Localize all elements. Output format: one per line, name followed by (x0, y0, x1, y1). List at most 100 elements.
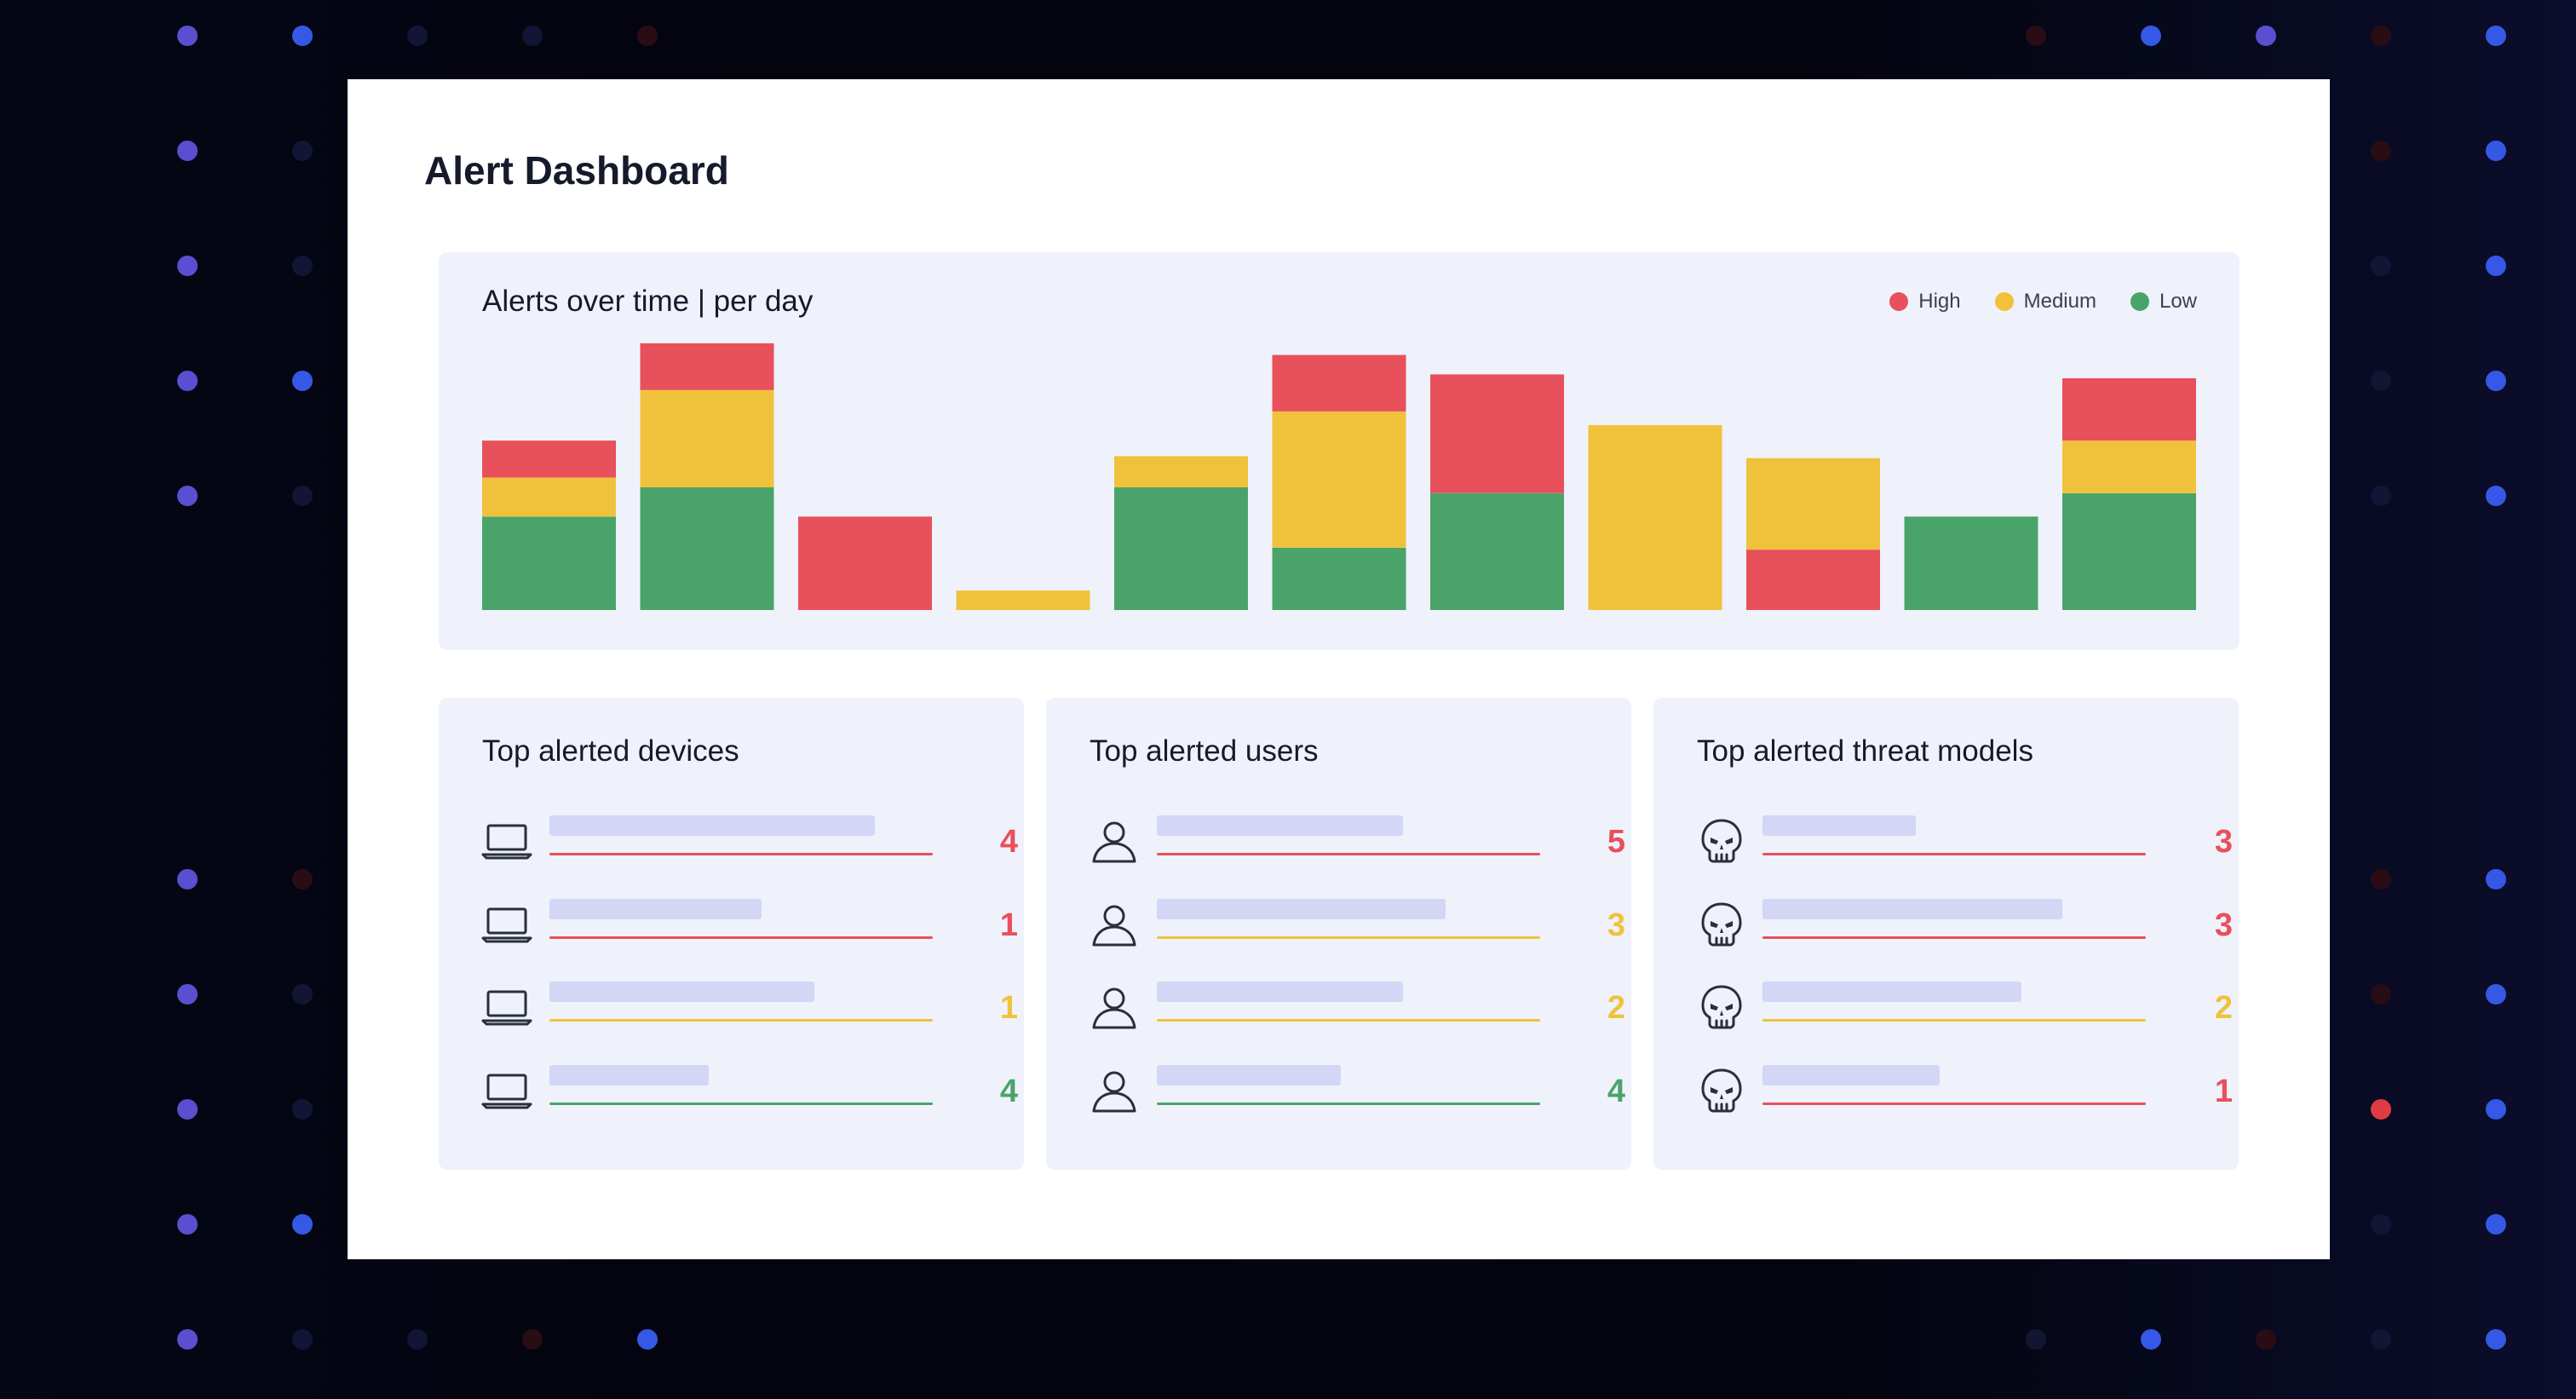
background-dot (2486, 869, 2506, 889)
background-dot (2141, 26, 2161, 46)
bar-segment-medium-day-11 (2062, 440, 2196, 493)
background-dot (637, 1329, 658, 1350)
chart-legend: High Medium Low (1889, 290, 2197, 314)
skull-icon (1696, 899, 1747, 950)
background-dot (2486, 984, 2506, 1005)
background-dot (2486, 1099, 2506, 1120)
legend-label-low: Low (2159, 290, 2197, 313)
background-dot (407, 1329, 428, 1350)
severity-underline (549, 853, 933, 855)
users-list-item[interactable]: 2 (1046, 982, 1631, 1041)
redacted-name-bar (549, 982, 814, 1002)
legend-swatch-medium (1994, 292, 2014, 311)
background-dot (407, 26, 428, 46)
page-title: Alert Dashboard (424, 148, 729, 193)
users-list-item[interactable]: 3 (1046, 899, 1631, 959)
devices-list-item[interactable]: 4 (439, 1065, 1024, 1125)
legend-swatch-low (2130, 292, 2149, 311)
alert-count: 5 (1607, 824, 1625, 860)
background-dot (2486, 486, 2506, 506)
bar-segment-high-day-11 (2062, 378, 2196, 441)
threat-models-panel-title: Top alerted threat models (1697, 734, 2033, 768)
legend-label-high: High (1918, 290, 1961, 313)
background-dot (2486, 26, 2506, 46)
bar-segment-medium-day-2 (640, 389, 774, 487)
bar-segment-medium-day-4 (956, 590, 1090, 610)
alerts-chart-panel: Alerts over time | per day High Medium L… (439, 252, 2240, 650)
background-dot (177, 26, 198, 46)
bar-segment-low-day-6 (1272, 547, 1406, 610)
threat-models-list-item[interactable]: 1 (1653, 1065, 2239, 1125)
alert-count: 4 (999, 824, 1018, 860)
devices-list-item[interactable]: 1 (439, 899, 1024, 959)
bar-segment-medium-day-6 (1272, 411, 1406, 548)
background-dot (2026, 1329, 2046, 1350)
threat-models-list-item[interactable]: 3 (1653, 815, 2239, 875)
background-dot (292, 486, 313, 506)
bar-segment-high-day-2 (640, 343, 774, 390)
bar-segment-high-day-1 (482, 440, 616, 478)
background-dot (292, 256, 313, 276)
redacted-name-bar (549, 899, 762, 919)
laptop-icon (481, 982, 532, 1033)
alert-count: 1 (999, 990, 1018, 1026)
alert-count: 2 (2214, 990, 2233, 1026)
skull-icon (1696, 1065, 1747, 1116)
alerts-over-time-chart (482, 343, 2196, 610)
top-alerted-users-panel: Top alerted users 5 3 2 4 (1046, 698, 1631, 1170)
redacted-name-bar (1762, 899, 2062, 919)
alert-count: 1 (999, 907, 1018, 943)
threat-models-list-item[interactable]: 2 (1653, 982, 2239, 1041)
user-icon (1089, 815, 1140, 866)
background-dot (2026, 26, 2046, 46)
chart-title: Alerts over time | per day (482, 285, 814, 318)
severity-underline (1762, 1019, 2146, 1022)
redacted-name-bar (1762, 982, 2021, 1002)
background-dot (2371, 486, 2391, 506)
background-dot (2371, 141, 2391, 161)
bar-segment-high-day-6 (1272, 354, 1406, 412)
alert-count: 4 (1607, 1074, 1625, 1109)
user-icon (1089, 1065, 1140, 1116)
background-dot (177, 256, 198, 276)
redacted-name-bar (1157, 1065, 1341, 1085)
threat-models-list-item[interactable]: 3 (1653, 899, 2239, 959)
background-dot (177, 141, 198, 161)
severity-underline (1762, 936, 2146, 939)
users-list-item[interactable]: 5 (1046, 815, 1631, 875)
alert-dashboard-card: Alert Dashboard Alerts over time | per d… (348, 79, 2330, 1259)
bar-segment-low-day-1 (482, 516, 616, 610)
devices-list-item[interactable]: 4 (439, 815, 1024, 875)
users-list-item[interactable]: 4 (1046, 1065, 1631, 1125)
bar-segment-low-day-11 (2062, 492, 2196, 610)
severity-underline (1157, 936, 1540, 939)
background-dot (2371, 869, 2391, 889)
background-dot (2371, 371, 2391, 391)
top-alerted-devices-panel: Top alerted devices 4 1 1 4 (439, 698, 1024, 1170)
alert-count: 3 (2214, 824, 2233, 860)
alert-count: 4 (999, 1074, 1018, 1109)
bar-segment-medium-day-8 (1588, 424, 1722, 610)
severity-underline (549, 1103, 933, 1105)
devices-list-item[interactable]: 1 (439, 982, 1024, 1041)
bar-segment-medium-day-9 (1746, 458, 1880, 550)
alert-count: 2 (1607, 990, 1625, 1026)
top-alerted-threat-models-panel: Top alerted threat models 3 3 2 1 (1653, 698, 2239, 1170)
background-dot (292, 1099, 313, 1120)
laptop-icon (481, 899, 532, 950)
skull-icon (1696, 815, 1747, 866)
background-dot (2371, 256, 2391, 276)
bar-segment-high-day-7 (1430, 374, 1564, 493)
background-dot (2371, 1214, 2391, 1235)
background-dot (292, 141, 313, 161)
legend-label-medium: Medium (2023, 290, 2096, 313)
background-dot (2371, 1329, 2391, 1350)
background-dot (2256, 26, 2276, 46)
severity-underline (1157, 853, 1540, 855)
bar-segment-low-day-7 (1430, 492, 1564, 610)
redacted-name-bar (1157, 815, 1403, 836)
bar-segment-high-day-9 (1746, 550, 1880, 610)
background-dot (2371, 1099, 2391, 1120)
background-dot (2141, 1329, 2161, 1350)
background-dot (292, 1329, 313, 1350)
